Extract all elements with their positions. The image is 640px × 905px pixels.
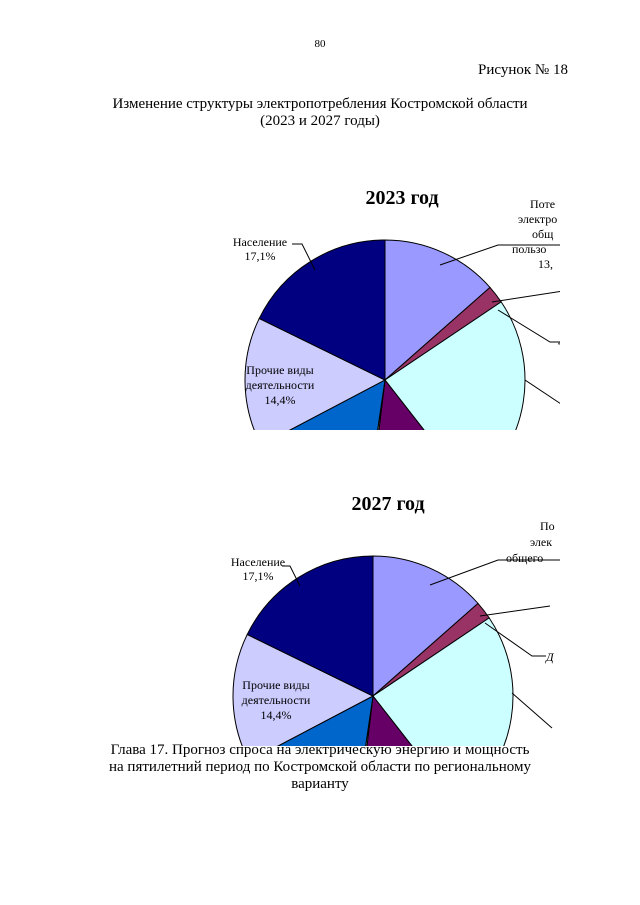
label-other-line1: Прочие виды <box>242 678 309 692</box>
leader-line-population <box>282 565 301 587</box>
pie-slice-purple <box>366 694 413 746</box>
figure-title-line-2: (2023 и 2027 годы) <box>260 113 380 129</box>
chart-2027-panel: 2027 год Население 17,1% Прочие виды дея… <box>230 478 560 746</box>
label-lavender-line2: электро <box>518 212 557 226</box>
pie-slice-purple <box>378 378 425 430</box>
chart-title-2023: 2023 год <box>365 187 438 209</box>
label-other-line2: деятельности <box>242 693 311 707</box>
pie-slice-population <box>246 555 374 697</box>
leader-line-lavender <box>439 244 560 266</box>
label-lavender-line1: По <box>540 519 555 533</box>
label-lavender-value: 13, <box>538 257 553 271</box>
chapter-heading-line-3: варианту <box>291 776 349 792</box>
label-other-line2: деятельности <box>246 378 315 392</box>
pie-slice-other <box>244 317 387 430</box>
pie-slice-blue <box>288 379 386 430</box>
figure-title-line-1: Изменение структуры электропотребления К… <box>112 96 528 112</box>
label-other-value: 14,4% <box>261 708 292 722</box>
leader-line-cyan <box>497 309 560 343</box>
label-magenta-partial: 4 <box>558 335 560 349</box>
label-magenta-partial: Д <box>545 650 555 664</box>
chapter-heading-line-1: Глава 17. Прогноз спроса на электрическу… <box>110 742 530 758</box>
pie-slice-cyan <box>372 617 514 746</box>
page-number: 80 <box>314 38 326 50</box>
leader-line-magenta <box>491 291 560 303</box>
chapter-heading: Глава 17. Прогноз спроса на электрическу… <box>0 742 640 793</box>
label-population-name: Население <box>231 555 285 569</box>
label-population-value: 17,1% <box>245 249 276 263</box>
leader-line-population <box>292 243 316 271</box>
label-lavender-line4: пользо <box>512 242 546 256</box>
pie-slice-cyan <box>384 301 526 430</box>
chapter-heading-line-2: на пятилетний период по Костромской обла… <box>109 759 531 775</box>
leader-line-purple <box>511 692 553 729</box>
label-population-value: 17,1% <box>243 569 274 583</box>
label-lavender-line1: Поте <box>530 197 555 211</box>
label-other-value: 14,4% <box>265 393 296 407</box>
pie-slice-blue <box>276 695 374 746</box>
pie-slice-lavender <box>384 239 491 382</box>
label-population-name: Население <box>233 235 287 249</box>
leader-line-cyan <box>484 622 546 657</box>
leader-line-magenta <box>479 605 551 617</box>
pie-slice-other <box>232 633 375 746</box>
chart-2023-panel: 2023 год Население 17,1% Прочие виды дея… <box>230 170 560 430</box>
figure-number: Рисунок № 18 <box>478 62 568 78</box>
leader-line-lavender <box>429 559 560 586</box>
chart-title-2027: 2027 год <box>351 493 424 515</box>
pie-chart-2027: 2027 год Население 17,1% Прочие виды дея… <box>231 493 560 746</box>
pie-slice-lavender <box>372 555 479 698</box>
pie-chart-2023: 2023 год Население 17,1% Прочие виды дея… <box>233 187 560 430</box>
leader-line-purple <box>524 379 560 404</box>
label-other-line1: Прочие виды <box>246 363 313 377</box>
label-lavender-line2: элек <box>530 535 552 549</box>
label-lavender-line3: общего <box>506 551 543 565</box>
label-lavender-line3: общ <box>532 227 553 241</box>
